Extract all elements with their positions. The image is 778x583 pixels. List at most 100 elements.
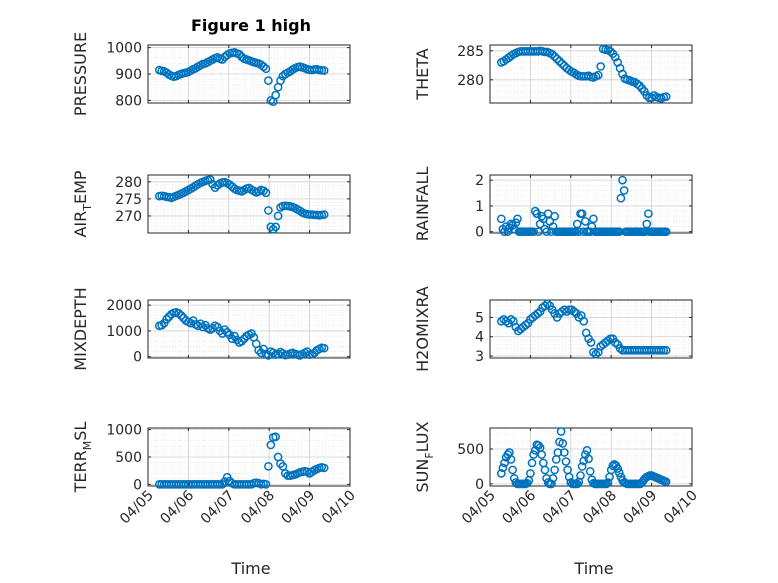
data-point [234, 49, 244, 59]
data-point [580, 217, 590, 226]
data-point [559, 448, 569, 457]
data-point [661, 345, 671, 355]
data-point [174, 309, 184, 318]
data-point [496, 214, 506, 224]
subplot-6: 3 4 5 H2OMIXRA [413, 286, 693, 372]
y-tick-label: 280 [457, 73, 484, 89]
data-point [237, 336, 247, 346]
y-axis-label: AIRTEMP [71, 170, 94, 237]
y-tick-label: 280 [115, 175, 142, 191]
y-axis-label-part: PRESSURE [71, 32, 90, 116]
data-point [276, 76, 285, 85]
data-point [176, 311, 186, 320]
data-point [589, 214, 598, 224]
data-point [577, 462, 587, 471]
data-series [496, 175, 671, 237]
data-point [227, 334, 237, 344]
data-point [661, 477, 671, 487]
data-point [644, 209, 653, 219]
data-series [154, 308, 329, 360]
y-tick-label: 1000 [106, 423, 142, 439]
subplot-5: 0 1000 2000 MIXDEPTH [71, 287, 351, 371]
data-point [220, 325, 230, 334]
data-point [259, 344, 268, 354]
data-point [208, 324, 217, 333]
data-point [319, 463, 329, 473]
data-point [556, 427, 566, 436]
data-point [619, 186, 629, 195]
data-point [526, 469, 535, 478]
data-series [496, 44, 671, 103]
data-point [261, 188, 271, 198]
y-axis-label-part: EMP [71, 170, 90, 204]
y-tick-label: 3 [475, 349, 484, 365]
data-point [574, 227, 584, 237]
data-point [610, 338, 620, 347]
axes-box [147, 299, 351, 359]
data-point [513, 214, 522, 224]
data-point [271, 222, 281, 232]
y-axis-label: TERRMSL [71, 422, 94, 494]
data-point [496, 469, 506, 478]
axes-box [489, 299, 693, 359]
data-point [521, 320, 530, 330]
data-point [557, 59, 567, 68]
data-series [154, 175, 329, 234]
data-series [154, 48, 329, 107]
data-point [268, 224, 278, 234]
subplot-1: 800 900 1000 PRESSURE [71, 32, 351, 116]
data-point [571, 227, 580, 237]
data-point [534, 441, 543, 450]
data-point [642, 219, 652, 229]
x-axis-label-left: Time [230, 559, 270, 578]
data-point [569, 307, 579, 316]
y-axis-label-part: SL [71, 422, 90, 441]
y-tick-label: 900 [115, 67, 142, 83]
x-axis-label-right: Time [573, 559, 613, 578]
data-point [261, 64, 271, 74]
data-point [618, 69, 627, 79]
data-point [582, 446, 592, 455]
y-tick-label: 4 [475, 330, 484, 346]
y-tick-label: 0 [133, 477, 142, 493]
data-point [537, 450, 547, 459]
data-point [319, 66, 329, 75]
data-point [602, 479, 611, 489]
data-point [572, 479, 582, 489]
data-point [596, 62, 606, 71]
data-point [550, 52, 559, 61]
data-point [613, 464, 623, 473]
y-tick-label: 0 [475, 477, 484, 493]
data-series [496, 427, 671, 489]
data-point [186, 318, 196, 328]
data-point [217, 55, 227, 64]
data-point [593, 70, 603, 80]
y-tick-label: 5 [475, 310, 484, 326]
axes-box [147, 174, 351, 234]
data-point [506, 314, 516, 324]
data-point [543, 299, 552, 309]
y-axis-label-subscript: M [81, 441, 94, 451]
data-point [591, 349, 601, 359]
y-axis-label-part: H2OMIXRA [413, 286, 432, 372]
data-point [552, 54, 562, 64]
y-tick-label: 2 [475, 173, 484, 189]
y-axis-label: THETA [413, 48, 432, 100]
y-tick-label: 270 [115, 209, 142, 225]
data-point [614, 468, 624, 478]
data-point [661, 227, 671, 237]
data-point [273, 211, 283, 221]
y-tick-label: 285 [457, 44, 484, 60]
data-point [618, 175, 627, 185]
data-series [154, 432, 329, 489]
data-point [616, 193, 626, 203]
data-point [589, 347, 598, 357]
data-point [264, 76, 273, 85]
data-point [319, 210, 329, 219]
data-point [205, 175, 215, 184]
data-point [259, 62, 268, 71]
data-point [266, 222, 276, 232]
